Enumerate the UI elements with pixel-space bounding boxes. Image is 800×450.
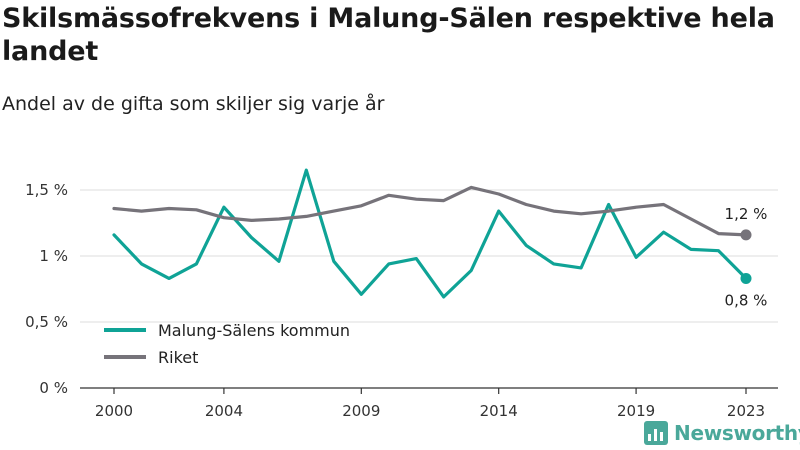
y-tick-label: 0,5 % (25, 313, 68, 331)
x-tick-label: 2023 (727, 402, 765, 420)
legend: Malung-Sälens kommun Riket (104, 321, 350, 367)
y-tick-label: 0 % (39, 379, 68, 397)
series-line-0 (112, 168, 748, 299)
series-end-point-0 (740, 272, 752, 284)
x-tick-label: 2019 (617, 402, 655, 420)
series-end-markers: 0,8 % 1,2 % (725, 205, 768, 310)
newsworthy-logo: Newsworthy (644, 419, 800, 447)
x-tick-label: 2009 (342, 402, 380, 420)
x-axis: 2000 2004 2009 2014 2019 2023 (80, 387, 778, 420)
series-end-label: 1,2 % (725, 205, 768, 223)
bar-chart-logo-icon (644, 421, 668, 445)
x-tick-label: 2000 (95, 402, 133, 420)
series-end-label: 0,8 % (725, 291, 768, 309)
brand-name: Newsworthy (674, 421, 800, 445)
legend-label: Malung-Sälens kommun (158, 321, 350, 340)
series-end-point-1 (740, 229, 752, 241)
x-tick-label: 2004 (205, 402, 243, 420)
y-tick-label: 1 % (39, 247, 68, 265)
series-line-1 (112, 185, 748, 237)
y-tick-label: 1,5 % (25, 181, 68, 199)
chart-subtitle: Andel av de gifta som skiljer sig varje … (2, 93, 385, 115)
chart-title: Skilsmässofrekvens i Malung-Sälen respek… (2, 3, 775, 67)
y-axis-ticks: 0 % 0,5 % 1 % 1,5 % (25, 181, 68, 397)
gridlines (80, 189, 778, 323)
legend-label: Riket (158, 348, 198, 367)
series-lines (112, 168, 748, 299)
x-tick-label: 2014 (480, 402, 518, 420)
